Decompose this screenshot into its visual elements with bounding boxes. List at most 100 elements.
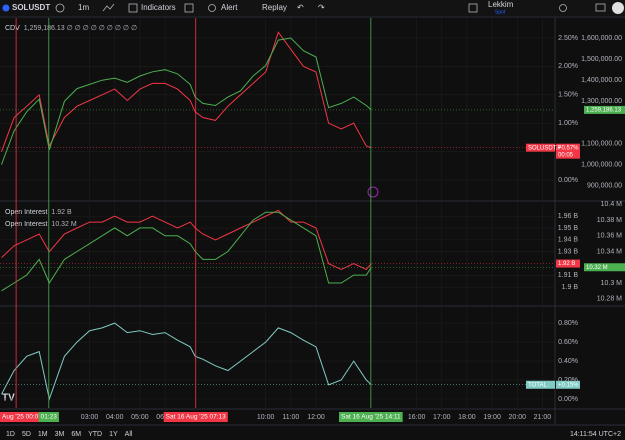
series-name-tag [526, 380, 555, 389]
y-tick-label: 2.50% [558, 35, 578, 42]
undo[interactable]: ↶ [297, 3, 304, 12]
y-tick-label: 10.36 M [597, 233, 622, 240]
range-button[interactable]: 1M [38, 431, 48, 438]
range-button[interactable]: YTD [88, 431, 102, 438]
y-tick-label: 0.40% [558, 358, 578, 365]
x-tick-label: 04:00 [106, 414, 124, 421]
legend-name: Open Interest [5, 209, 47, 216]
y-tick-label: 1.50% [558, 92, 578, 99]
settings[interactable] [559, 4, 567, 12]
y-tick-label: 1.94 B [558, 237, 579, 244]
y-tick-label: 0.00% [558, 177, 578, 184]
x-tick-label: 20:00 [508, 414, 526, 421]
series-line [1, 209, 372, 271]
price-tag [556, 380, 580, 389]
price-tag [556, 143, 580, 159]
series-line [1, 31, 372, 152]
price-tag [584, 105, 625, 114]
x-tick-label: 10:00 [257, 414, 275, 421]
range-button[interactable]: 3M [55, 431, 65, 438]
price-tag-text: 1,259,186.13 [586, 107, 622, 113]
indicators-icon [128, 3, 138, 13]
interval[interactable]: 1m [78, 3, 89, 12]
price-tag [556, 259, 580, 268]
series-line [1, 37, 372, 165]
replay[interactable]: Replay [262, 3, 287, 12]
y-tick-label: 0.80% [558, 320, 578, 327]
symbol-icon [2, 4, 10, 12]
x-tick-label: 12:00 [307, 414, 325, 421]
y-tick-label: 1.9 B [562, 284, 579, 291]
event-label-bg [38, 412, 59, 422]
y-tick-label: 1.95 B [558, 225, 579, 232]
snapshot[interactable] [595, 3, 606, 12]
add-symbol[interactable] [55, 3, 65, 13]
range-button[interactable]: 5D [22, 431, 31, 438]
series-line [1, 211, 372, 292]
chart-type[interactable] [102, 3, 115, 12]
range-button[interactable]: 6M [71, 431, 81, 438]
y-tick-label: 1,400,000.00 [581, 77, 622, 84]
y-tick-label: 10.3 M [601, 280, 623, 287]
profile[interactable] [612, 2, 624, 14]
series-name: SOLUSDT.P [528, 145, 561, 151]
y-tick-label: 1,600,000.00 [581, 35, 622, 42]
range-button[interactable]: 1D [6, 431, 15, 438]
toolbar [0, 0, 625, 16]
x-tick-label: 03:00 [81, 414, 99, 421]
x-tick-label: 19:00 [483, 414, 501, 421]
x-tick-label: 17:00 [433, 414, 451, 421]
event-label: Sat 16 Aug '25 07:13 [166, 414, 227, 421]
legend-value: 1,259,186.13 ∅ ∅ ∅ ∅ ∅ ∅ ∅ ∅ ∅ [24, 25, 137, 32]
alert[interactable]: Alert [221, 3, 238, 12]
y-tick-label: 2.00% [558, 63, 578, 70]
x-tick-label: 05:00 [131, 414, 149, 421]
y-tick-label: 1.00% [558, 120, 578, 127]
y-tick-label: 0.20% [558, 377, 578, 384]
range-button[interactable]: 1Y [109, 431, 118, 438]
x-tick-label: 18:00 [458, 414, 476, 421]
event-label: Aug '25 00:05 [2, 414, 42, 421]
plan: Spot [495, 9, 506, 15]
range-button[interactable]: All [125, 431, 133, 438]
y-tick-label: 10.38 M [597, 217, 622, 224]
symbol[interactable]: SOLUSDT [12, 3, 50, 12]
event-icon[interactable] [367, 186, 379, 198]
legend-name: CDV [5, 25, 20, 32]
price-tag-text: 1.92 B [558, 261, 575, 267]
event-label: Sat 16 Aug '25 14:11 [341, 414, 401, 421]
user[interactable]: Lekkim [488, 0, 514, 9]
event-label-bg [163, 412, 228, 422]
x-tick-label: 16:00 [408, 414, 426, 421]
y-tick-label: 10.4 M [601, 201, 623, 208]
y-tick-label: 1.93 B [558, 249, 579, 256]
legend-value: 10.32 M [51, 221, 76, 228]
event-label-bg [0, 412, 44, 422]
indicators[interactable]: Indicators [141, 3, 176, 12]
price-tag-text: 10.32 M [586, 265, 608, 271]
price-tag [584, 263, 625, 272]
event-label: 01:23 [41, 414, 58, 421]
price-tag-text: +0.57% [558, 145, 579, 151]
redo[interactable]: ↷ [318, 3, 325, 12]
series-line [1, 322, 372, 401]
y-tick-label: 10.28 M [597, 296, 622, 303]
event-label-bg [339, 412, 403, 422]
series-name-tag [526, 143, 555, 152]
price-tag-sub: 00:05 [558, 152, 574, 158]
y-tick-label: 1,000,000.00 [581, 161, 622, 168]
series-name: TOTAL [528, 382, 547, 388]
y-tick-label: 1,500,000.00 [581, 56, 622, 63]
templates[interactable] [184, 3, 194, 13]
logo: TV [2, 393, 15, 404]
layout[interactable] [468, 3, 478, 13]
y-tick-label: 1,300,000.00 [581, 98, 622, 105]
x-tick-label: 21:00 [534, 414, 552, 421]
legend-value: 1.92 B [51, 209, 72, 216]
x-tick-label: 11:00 [282, 414, 299, 421]
y-tick-label: 900,000.00 [587, 183, 622, 190]
y-tick-label: 0.00% [558, 396, 578, 403]
legend-name: Open Interest [5, 221, 47, 228]
